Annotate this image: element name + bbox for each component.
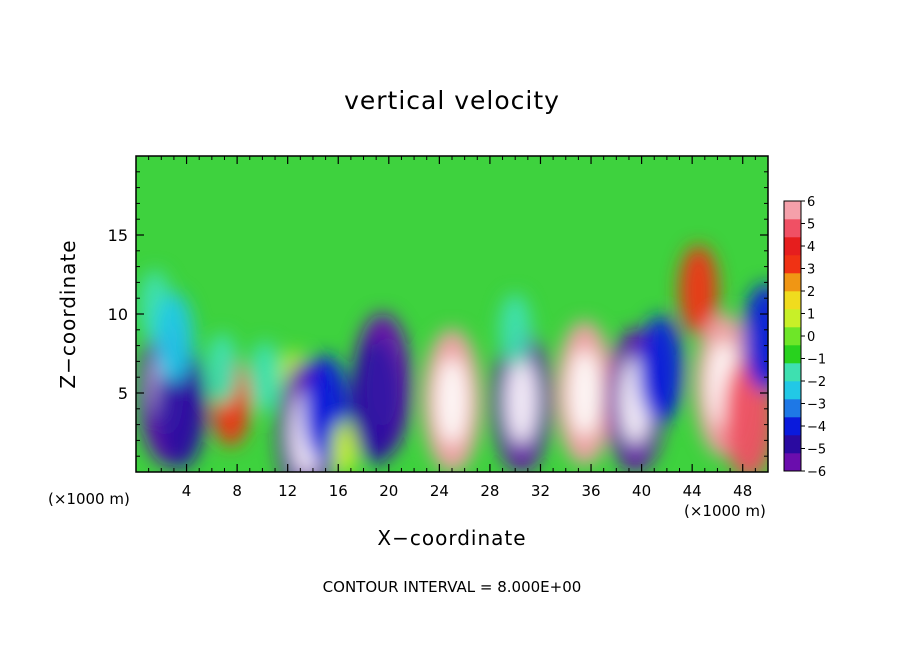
contour-interval-footer: CONTOUR INTERVAL = 8.000E+00 (322, 578, 582, 596)
colorbar-tick-label-10: −4 (807, 420, 826, 435)
field-cell-3 (205, 333, 239, 406)
colorbar-tick-label-11: −5 (807, 443, 826, 458)
colorbar-swatch-13 (784, 219, 801, 238)
velocity-field (138, 245, 768, 472)
x-tick-label-11: 48 (733, 482, 752, 500)
colorbar-swatch-1 (784, 435, 801, 454)
colorbar-swatch-8 (784, 309, 801, 328)
x-tick-label-4: 20 (379, 482, 398, 500)
x-unit-label-right: (×1000 m) (684, 502, 766, 520)
colorbar-swatch-5 (784, 363, 801, 382)
field-cell-4 (248, 341, 282, 414)
field-cell-20 (154, 292, 194, 383)
x-axis-ticks: 4 8 12 16 20 24 28 32 36 40 44 48 (148, 156, 756, 500)
colorbar-tick-label-3: 3 (807, 263, 815, 278)
field-cell-16 (678, 245, 719, 336)
x-tick-label-2: 12 (278, 482, 297, 500)
x-tick-label-9: 40 (632, 482, 651, 500)
y-tick-label-0: 5 (118, 384, 128, 403)
field-core-12 (505, 357, 538, 445)
colorbar-tick-label-5: 1 (807, 308, 815, 323)
colorbar-tick-label-7: −1 (807, 353, 826, 368)
field-core-11 (435, 357, 469, 445)
x-tick-label-8: 36 (581, 482, 600, 500)
colorbar-swatch-2 (784, 417, 801, 436)
colorbar-tick-label-8: −2 (807, 375, 826, 390)
colorbar-swatch-10 (784, 273, 801, 292)
field-cell-10 (350, 337, 403, 464)
field-cell-15 (637, 315, 684, 424)
colorbar-tick-label-9: −3 (807, 398, 826, 413)
colorbar-tick-label-1: 5 (807, 218, 815, 233)
colorbar-tick-label-0: 6 (807, 195, 815, 210)
colorbar-swatch-0 (784, 453, 801, 472)
colorbar-swatch-12 (784, 237, 801, 256)
colorbar-swatch-9 (784, 291, 801, 310)
colorbar-swatch-4 (784, 381, 801, 400)
y-tick-label-2: 15 (108, 226, 128, 245)
plot-area (136, 156, 768, 472)
colorbar-tick-label-12: −6 (807, 465, 826, 480)
chart-title: vertical velocity (344, 86, 560, 115)
x-tick-label-1: 8 (232, 482, 242, 500)
colorbar: 6 5 4 3 2 1 0 −1 −2 −3 −4 −5 −6 (783, 195, 826, 480)
field-cell-8 (331, 421, 358, 472)
colorbar-tick-label-6: 0 (807, 330, 815, 345)
y-axis-ticks: 5 10 15 (108, 171, 768, 457)
x-axis-label: X−coordinate (0, 526, 904, 550)
x-unit-label-left: (×1000 m) (48, 490, 130, 508)
colorbar-tick-label-4: 2 (807, 285, 815, 300)
field-cell-22 (742, 283, 768, 392)
colorbar-swatch-3 (784, 399, 801, 418)
colorbar-swatch-11 (784, 255, 801, 274)
y-tick-label-1: 10 (108, 305, 128, 324)
x-tick-label-10: 44 (683, 482, 702, 500)
x-tick-label-5: 24 (430, 482, 449, 500)
colorbar-swatch-7 (784, 327, 801, 346)
field-cell-21 (498, 293, 532, 366)
x-tick-label-3: 16 (329, 482, 348, 500)
x-tick-label-7: 32 (531, 482, 550, 500)
colorbar-swatch-6 (784, 345, 801, 364)
colorbar-swatch-14 (784, 201, 801, 220)
x-axis-label-text: X−coordinate (377, 526, 527, 550)
x-tick-label-0: 4 (182, 482, 192, 500)
x-tick-label-6: 28 (480, 482, 499, 500)
colorbar-tick-label-2: 4 (807, 240, 815, 255)
field-core-13 (568, 349, 601, 437)
